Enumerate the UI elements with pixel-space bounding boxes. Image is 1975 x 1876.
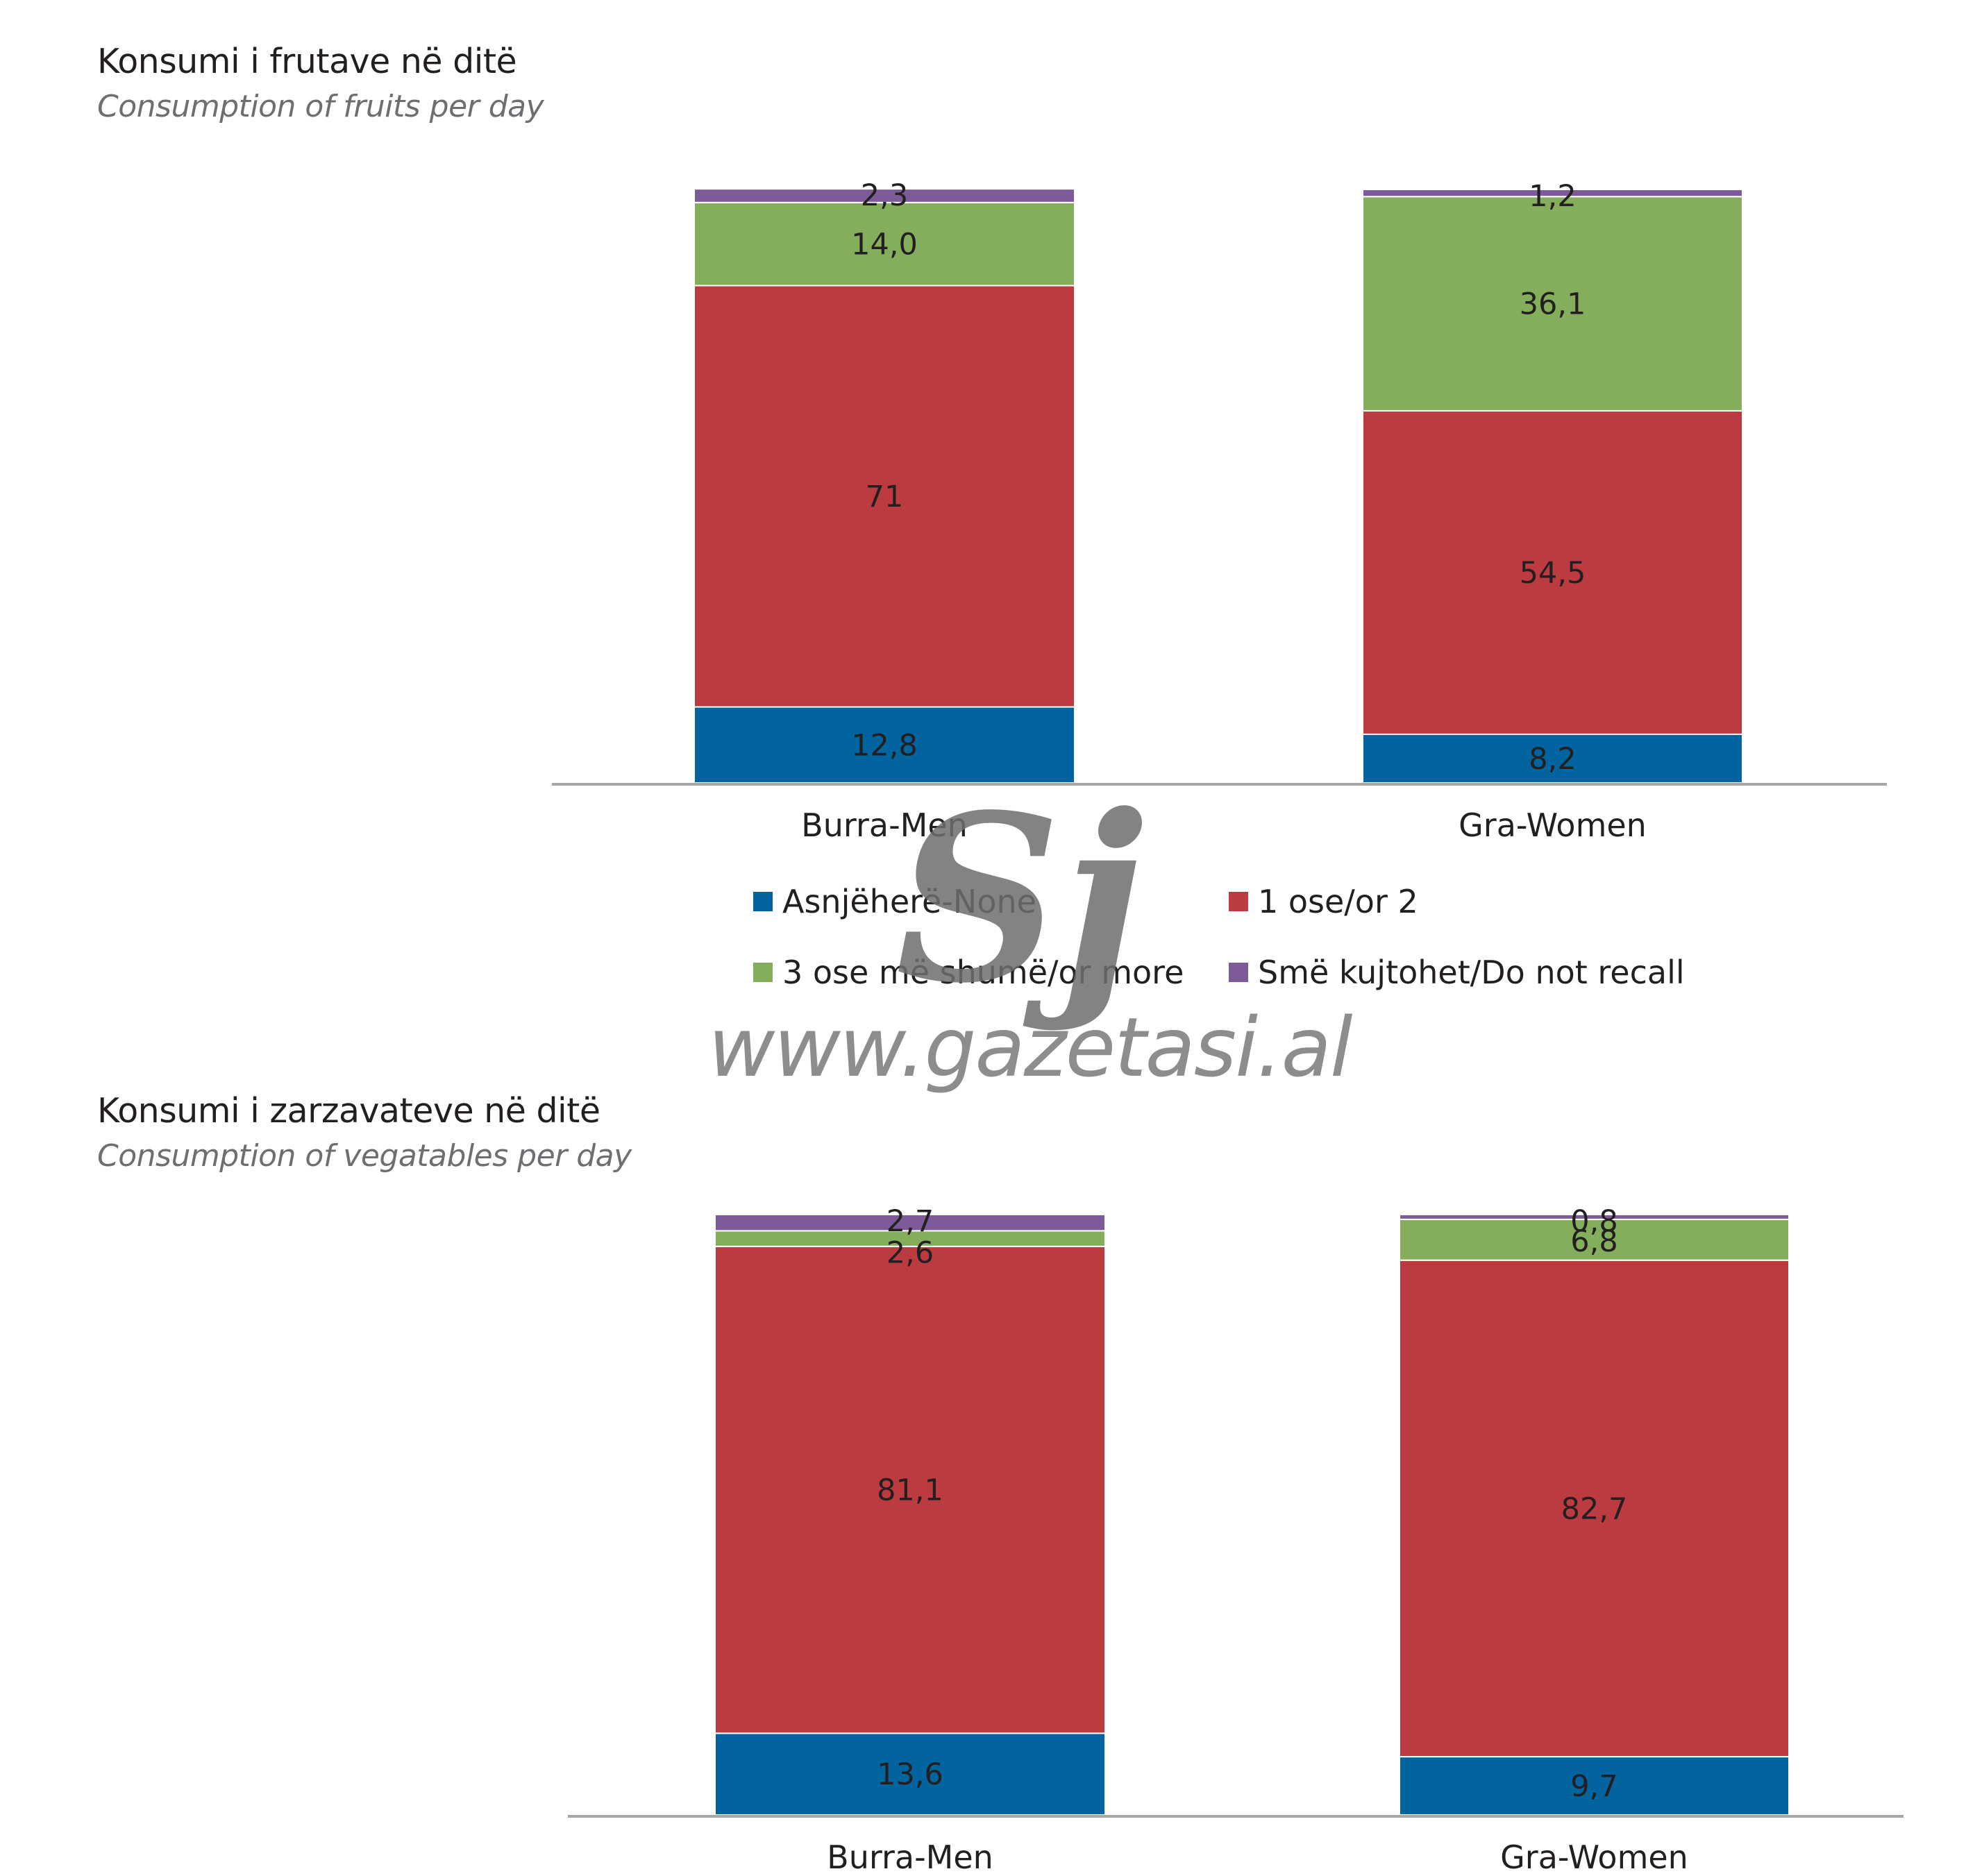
data-label-not-recall-men: 2,3 (861, 178, 908, 213)
data-label-one-two-women: 82,7 (1561, 1491, 1628, 1526)
bar-segment-not-recall-men (694, 188, 1075, 203)
data-label-none-women: 9,7 (1570, 1769, 1617, 1804)
watermark-url: www.gazetasi.al (708, 999, 1353, 1095)
bar-segment-not-recall-men (714, 1214, 1106, 1232)
data-label-three-more-women: 6,8 (1570, 1224, 1617, 1259)
bar-segment-one-two-men (714, 1245, 1106, 1734)
data-label-not-recall-women: 0,8 (1570, 1204, 1617, 1239)
data-label-one-two-men: 81,1 (877, 1473, 943, 1508)
bar-segment-one-two-women (1362, 409, 1743, 735)
bar-segment-three-more-women (1362, 196, 1743, 412)
data-label-one-two-women: 54,5 (1520, 556, 1586, 591)
watermark-logo: Sj (896, 764, 1144, 1033)
bar-segment-none-men (694, 706, 1075, 784)
bar-segment-none-men (714, 1732, 1106, 1816)
data-label-not-recall-men: 2,7 (886, 1204, 934, 1239)
legend-item-not-recall: Smë kujtohet/Do not recall (1229, 954, 1685, 991)
legend-swatch-three-more (753, 963, 773, 982)
legend-label-one-two: 1 ose/or 2 (1258, 883, 1418, 920)
data-label-three-more-women: 36,1 (1520, 287, 1586, 322)
chart1-title: Konsumi i frutave në ditë (97, 42, 517, 81)
legend-swatch-none (753, 892, 773, 911)
data-label-three-more-men: 2,6 (886, 1235, 934, 1270)
legend-label-three-more: 3 ose më shumë/or more (782, 954, 1184, 991)
category-label-men: Burra-Men (827, 1839, 993, 1876)
legend-item-none: Asnjëherë-None (753, 883, 1036, 920)
data-label-not-recall-women: 1,2 (1529, 179, 1576, 214)
bar-segment-one-two-men (694, 285, 1075, 708)
bar-segment-none-women (1399, 1756, 1790, 1816)
legend-swatch-one-two (1229, 892, 1248, 911)
chart1-subtitle: Consumption of fruits per day (97, 89, 544, 124)
data-label-one-two-men: 71 (866, 480, 904, 514)
bar-segment-not-recall-women (1362, 189, 1743, 198)
bar-segment-one-two-women (1399, 1259, 1790, 1758)
bar-segment-not-recall-women (1399, 1214, 1790, 1220)
data-label-three-more-men: 14,0 (851, 228, 918, 262)
legend-item-three-more: 3 ose më shumë/or more (753, 954, 1184, 991)
legend-item-one-two: 1 ose/or 2 (1229, 883, 1418, 920)
bar-segment-three-more-women (1399, 1218, 1790, 1261)
data-label-none-women: 8,2 (1529, 742, 1576, 777)
category-label-men: Burra-Men (801, 806, 968, 844)
category-label-women: Gra-Women (1500, 1839, 1688, 1876)
legend-label-none: Asnjëherë-None (782, 883, 1036, 920)
chart-legend: Asnjëherë-None 1 ose/or 2 3 ose më shumë… (753, 883, 1781, 1001)
chart2-title: Konsumi i zarzavateve në ditë (97, 1091, 600, 1131)
legend-label-not-recall: Smë kujtohet/Do not recall (1258, 954, 1685, 991)
legend-swatch-not-recall (1229, 963, 1248, 982)
data-label-none-men: 13,6 (877, 1757, 943, 1792)
chart2-subtitle: Consumption of vegatables per day (97, 1138, 632, 1174)
category-label-women: Gra-Women (1459, 806, 1647, 844)
data-label-none-men: 12,8 (851, 728, 918, 763)
